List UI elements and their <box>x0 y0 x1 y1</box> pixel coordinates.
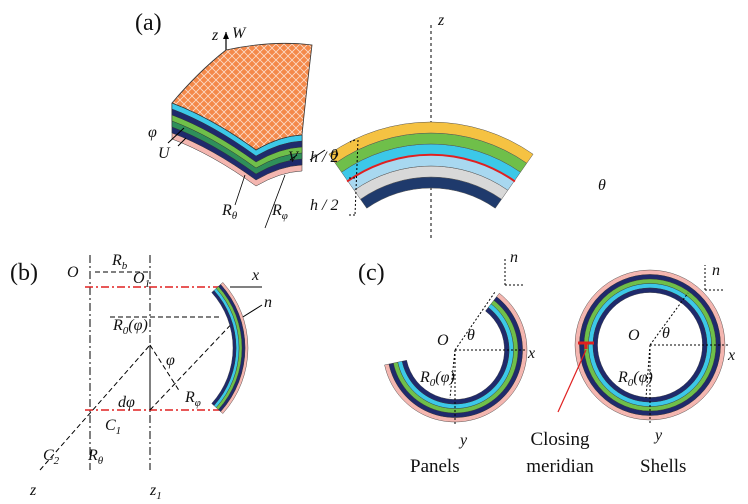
label: z <box>211 27 219 44</box>
label: h / 2 <box>310 149 338 166</box>
label: R <box>617 369 628 386</box>
layers <box>212 282 248 413</box>
labels: (a) z W φ U θ V Rθ Rφ z h / 2 h / 2 θ (b… <box>10 10 735 502</box>
label: C <box>43 447 54 464</box>
label: Rb <box>111 252 128 272</box>
label: x <box>727 347 735 364</box>
label: θ <box>98 455 104 467</box>
label: (φ) <box>435 369 455 386</box>
caption: Panels <box>410 456 460 477</box>
label: 1 <box>145 278 151 290</box>
label: (φ) <box>633 369 653 386</box>
label: O <box>437 332 449 349</box>
label: R <box>271 202 282 219</box>
panel-tag: (c) <box>358 260 385 286</box>
label: θ <box>598 177 606 194</box>
label: C1 <box>105 417 121 437</box>
label: y <box>458 432 468 449</box>
label: R <box>184 389 195 406</box>
construction-line <box>40 272 240 470</box>
label: θ <box>662 325 670 342</box>
label: dφ <box>118 394 135 411</box>
label: θ <box>467 327 475 344</box>
label: φ <box>166 352 175 369</box>
label: n <box>264 294 272 311</box>
label: φ <box>195 397 201 409</box>
drawing <box>40 25 728 470</box>
label: z1 <box>149 482 162 502</box>
label: x <box>251 267 259 284</box>
label: O <box>67 264 79 281</box>
label: Rφ <box>184 389 201 409</box>
label: U <box>158 145 171 162</box>
pointer <box>558 350 586 412</box>
arrow <box>223 32 229 39</box>
caption: meridian <box>526 456 594 477</box>
label: O <box>133 270 145 287</box>
label: 2 <box>54 455 60 467</box>
panel-tag: (a) <box>135 10 162 36</box>
label: z <box>437 12 445 29</box>
label: R0(φ) <box>419 369 455 389</box>
label: R <box>87 447 98 464</box>
label: h / 2 <box>310 197 338 214</box>
label: Rφ <box>271 202 288 222</box>
label: W <box>232 25 247 42</box>
layers <box>385 270 725 422</box>
label: n <box>510 249 518 266</box>
label: R <box>111 252 122 269</box>
caption: Shells <box>640 456 686 477</box>
label: R0(φ) <box>112 317 148 337</box>
label: b <box>122 260 128 272</box>
label: O <box>628 327 640 344</box>
label: 1 <box>116 425 122 437</box>
label: φ <box>148 124 157 141</box>
label: R0(φ) <box>617 369 653 389</box>
panel-tag: (b) <box>10 260 38 286</box>
label: R <box>419 369 430 386</box>
label: θ <box>232 210 238 222</box>
label: R <box>221 202 232 219</box>
label: φ <box>282 210 288 222</box>
reference-line <box>85 287 225 410</box>
caption: Closing <box>530 429 590 450</box>
label: x <box>527 345 535 362</box>
label: (φ) <box>128 317 148 334</box>
label: z <box>29 482 37 499</box>
figure: (a) z W φ U θ V Rθ Rφ z h / 2 h / 2 θ (b… <box>0 0 748 504</box>
label: y <box>653 427 663 444</box>
label: 1 <box>156 490 162 502</box>
label: n <box>712 262 720 279</box>
label: R <box>112 317 123 334</box>
label: C <box>105 417 116 434</box>
